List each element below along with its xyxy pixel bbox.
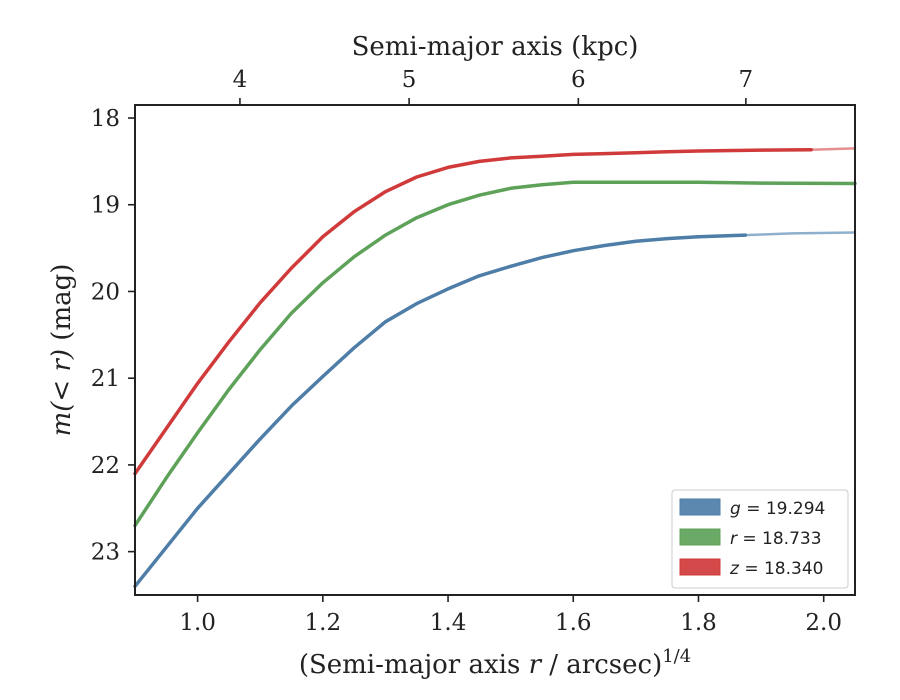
y-tick-label: 20 — [91, 279, 120, 305]
x-axis-bottom: 1.0 1.2 1.4 1.6 1.8 2.0 — [179, 595, 842, 636]
y-axis-label: m(< r) (mag) — [47, 264, 77, 437]
top-tick-label: 6 — [571, 67, 586, 93]
series-line-g — [133, 233, 748, 589]
x-axis-top-label: Semi-major axis (kpc) — [352, 32, 639, 62]
y-axis-left: 18 19 20 21 22 23 — [91, 106, 135, 566]
legend: g = 19.294 r = 18.733 z = 18.340 — [671, 489, 849, 589]
x-tick-label: 1.2 — [305, 610, 342, 636]
series-line-z-extension — [809, 147, 857, 151]
top-tick-label: 7 — [739, 67, 754, 93]
legend-item-z: z = 18.340 — [679, 558, 823, 579]
legend-label: g = 19.294 — [730, 499, 825, 519]
x-tick-label: 1.4 — [430, 610, 467, 636]
legend-swatch — [679, 528, 721, 546]
y-tick-label: 22 — [91, 453, 120, 479]
x-tick-label: 1.8 — [680, 610, 717, 636]
series-line-g-extension — [744, 231, 857, 237]
y-tick-label: 19 — [91, 193, 120, 219]
legend-swatch — [679, 498, 721, 516]
top-tick-label: 5 — [402, 67, 417, 93]
x-tick-label: 2.0 — [805, 610, 842, 636]
y-tick-label: 18 — [91, 106, 120, 132]
series-line-z — [133, 147, 813, 476]
plot-frame — [134, 104, 856, 596]
series-layer — [133, 147, 857, 589]
y-tick-label: 23 — [91, 540, 120, 566]
legend-item-g: g = 19.294 — [679, 498, 825, 519]
legend-item-r: r = 18.733 — [679, 528, 822, 549]
y-tick-label: 21 — [91, 366, 120, 392]
legend-label: z = 18.340 — [729, 559, 823, 579]
x-axis-top: 4 5 6 7 — [233, 67, 754, 105]
x-tick-label: 1.0 — [179, 610, 216, 636]
x-tick-label: 1.6 — [555, 610, 592, 636]
legend-label: r = 18.733 — [730, 529, 822, 549]
top-tick-label: 4 — [233, 67, 248, 93]
x-axis-label: (Semi-major axis r / arcsec)1/4 — [299, 646, 691, 680]
series-line-r — [133, 180, 857, 528]
legend-swatch — [679, 558, 721, 576]
